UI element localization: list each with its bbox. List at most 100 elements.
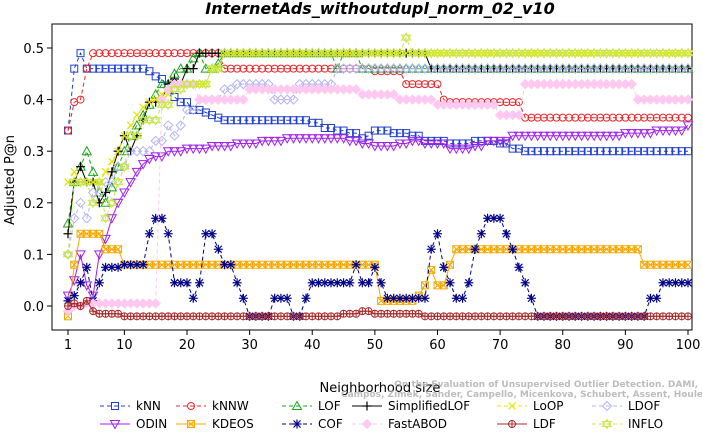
data-point bbox=[200, 144, 212, 155]
data-point bbox=[364, 278, 374, 288]
data-point bbox=[514, 262, 524, 272]
data-point bbox=[250, 139, 262, 149]
data-point bbox=[93, 250, 105, 260]
data-point bbox=[414, 293, 424, 303]
data-point bbox=[189, 105, 198, 114]
data-point bbox=[677, 113, 686, 122]
data-point bbox=[157, 213, 167, 223]
data-point bbox=[658, 147, 667, 156]
data-point bbox=[270, 116, 279, 125]
data-point bbox=[150, 152, 162, 162]
data-point bbox=[239, 64, 248, 73]
data-point bbox=[200, 63, 212, 73]
data-point bbox=[420, 293, 430, 303]
data-point bbox=[395, 129, 404, 138]
data-point bbox=[301, 293, 311, 303]
data-point bbox=[394, 47, 406, 59]
y-tick-label: 0.3 bbox=[23, 145, 44, 160]
legend-item-fastabod: FastABOD bbox=[352, 417, 447, 431]
x-tick-label: 50 bbox=[367, 338, 384, 353]
data-point bbox=[663, 126, 675, 137]
data-point bbox=[645, 129, 656, 139]
data-point bbox=[377, 126, 386, 135]
series-line bbox=[67, 68, 688, 255]
data-point bbox=[464, 139, 473, 148]
legend-item-cof: COF bbox=[282, 417, 343, 431]
data-point bbox=[176, 49, 185, 58]
data-point bbox=[651, 126, 663, 137]
data-point bbox=[408, 131, 417, 140]
data-point bbox=[407, 136, 418, 147]
data-point bbox=[111, 402, 119, 410]
data-point bbox=[527, 113, 536, 122]
data-point bbox=[345, 64, 354, 73]
data-point bbox=[226, 116, 235, 125]
data-point bbox=[109, 420, 121, 430]
data-point bbox=[132, 49, 141, 58]
data-point bbox=[131, 167, 143, 178]
data-point bbox=[107, 167, 117, 177]
data-point bbox=[75, 250, 86, 260]
data-point bbox=[238, 293, 248, 303]
legend-label: LOF bbox=[318, 399, 341, 413]
data-point bbox=[258, 116, 267, 125]
data-point bbox=[295, 64, 304, 73]
data-point bbox=[345, 129, 354, 138]
data-point bbox=[319, 134, 331, 144]
data-point bbox=[533, 113, 542, 122]
data-point bbox=[187, 402, 195, 410]
legend-label: ODIN bbox=[136, 417, 167, 431]
data-point bbox=[339, 126, 348, 135]
data-point bbox=[389, 129, 398, 138]
data-point bbox=[471, 136, 480, 145]
data-point bbox=[665, 147, 674, 156]
legend-item-odin: ODIN bbox=[100, 417, 167, 431]
data-point bbox=[362, 401, 372, 411]
legend-item-inflo: INFLO bbox=[592, 417, 663, 431]
data-point bbox=[126, 49, 135, 58]
data-point bbox=[288, 94, 299, 105]
data-point bbox=[388, 89, 399, 100]
data-point bbox=[308, 118, 317, 127]
data-point bbox=[608, 147, 617, 156]
data-point bbox=[76, 302, 85, 310]
data-point bbox=[164, 49, 173, 58]
data-point bbox=[633, 245, 642, 254]
data-point bbox=[82, 64, 91, 73]
data-point bbox=[107, 157, 116, 166]
data-point bbox=[602, 147, 611, 156]
data-point bbox=[457, 144, 468, 155]
data-point bbox=[526, 131, 537, 142]
data-point bbox=[458, 293, 468, 303]
series-line bbox=[67, 217, 688, 317]
data-point bbox=[682, 47, 694, 59]
data-point bbox=[314, 64, 323, 73]
data-point bbox=[326, 278, 336, 288]
data-point bbox=[308, 64, 317, 73]
data-point bbox=[269, 136, 281, 147]
data-point bbox=[590, 147, 599, 156]
data-point bbox=[615, 147, 624, 156]
data-point bbox=[558, 147, 567, 156]
data-point bbox=[508, 244, 518, 254]
data-point bbox=[370, 126, 379, 135]
data-point bbox=[621, 147, 630, 156]
x-tick-label: 100 bbox=[676, 338, 701, 353]
data-point bbox=[307, 278, 317, 288]
legend-label: LDF bbox=[533, 417, 556, 431]
data-point bbox=[364, 131, 373, 140]
x-tick-label: 70 bbox=[492, 338, 509, 353]
data-point bbox=[414, 131, 423, 140]
data-point bbox=[546, 113, 555, 122]
data-point bbox=[339, 278, 349, 288]
legend-item-lof: LOF bbox=[282, 399, 341, 413]
y-tick-label: 0.4 bbox=[23, 94, 44, 109]
data-point bbox=[213, 244, 223, 254]
data-point bbox=[118, 161, 130, 173]
data-point bbox=[107, 64, 116, 73]
data-point bbox=[357, 278, 367, 288]
data-point bbox=[350, 84, 362, 95]
data-point bbox=[613, 131, 625, 142]
data-point bbox=[620, 129, 631, 139]
